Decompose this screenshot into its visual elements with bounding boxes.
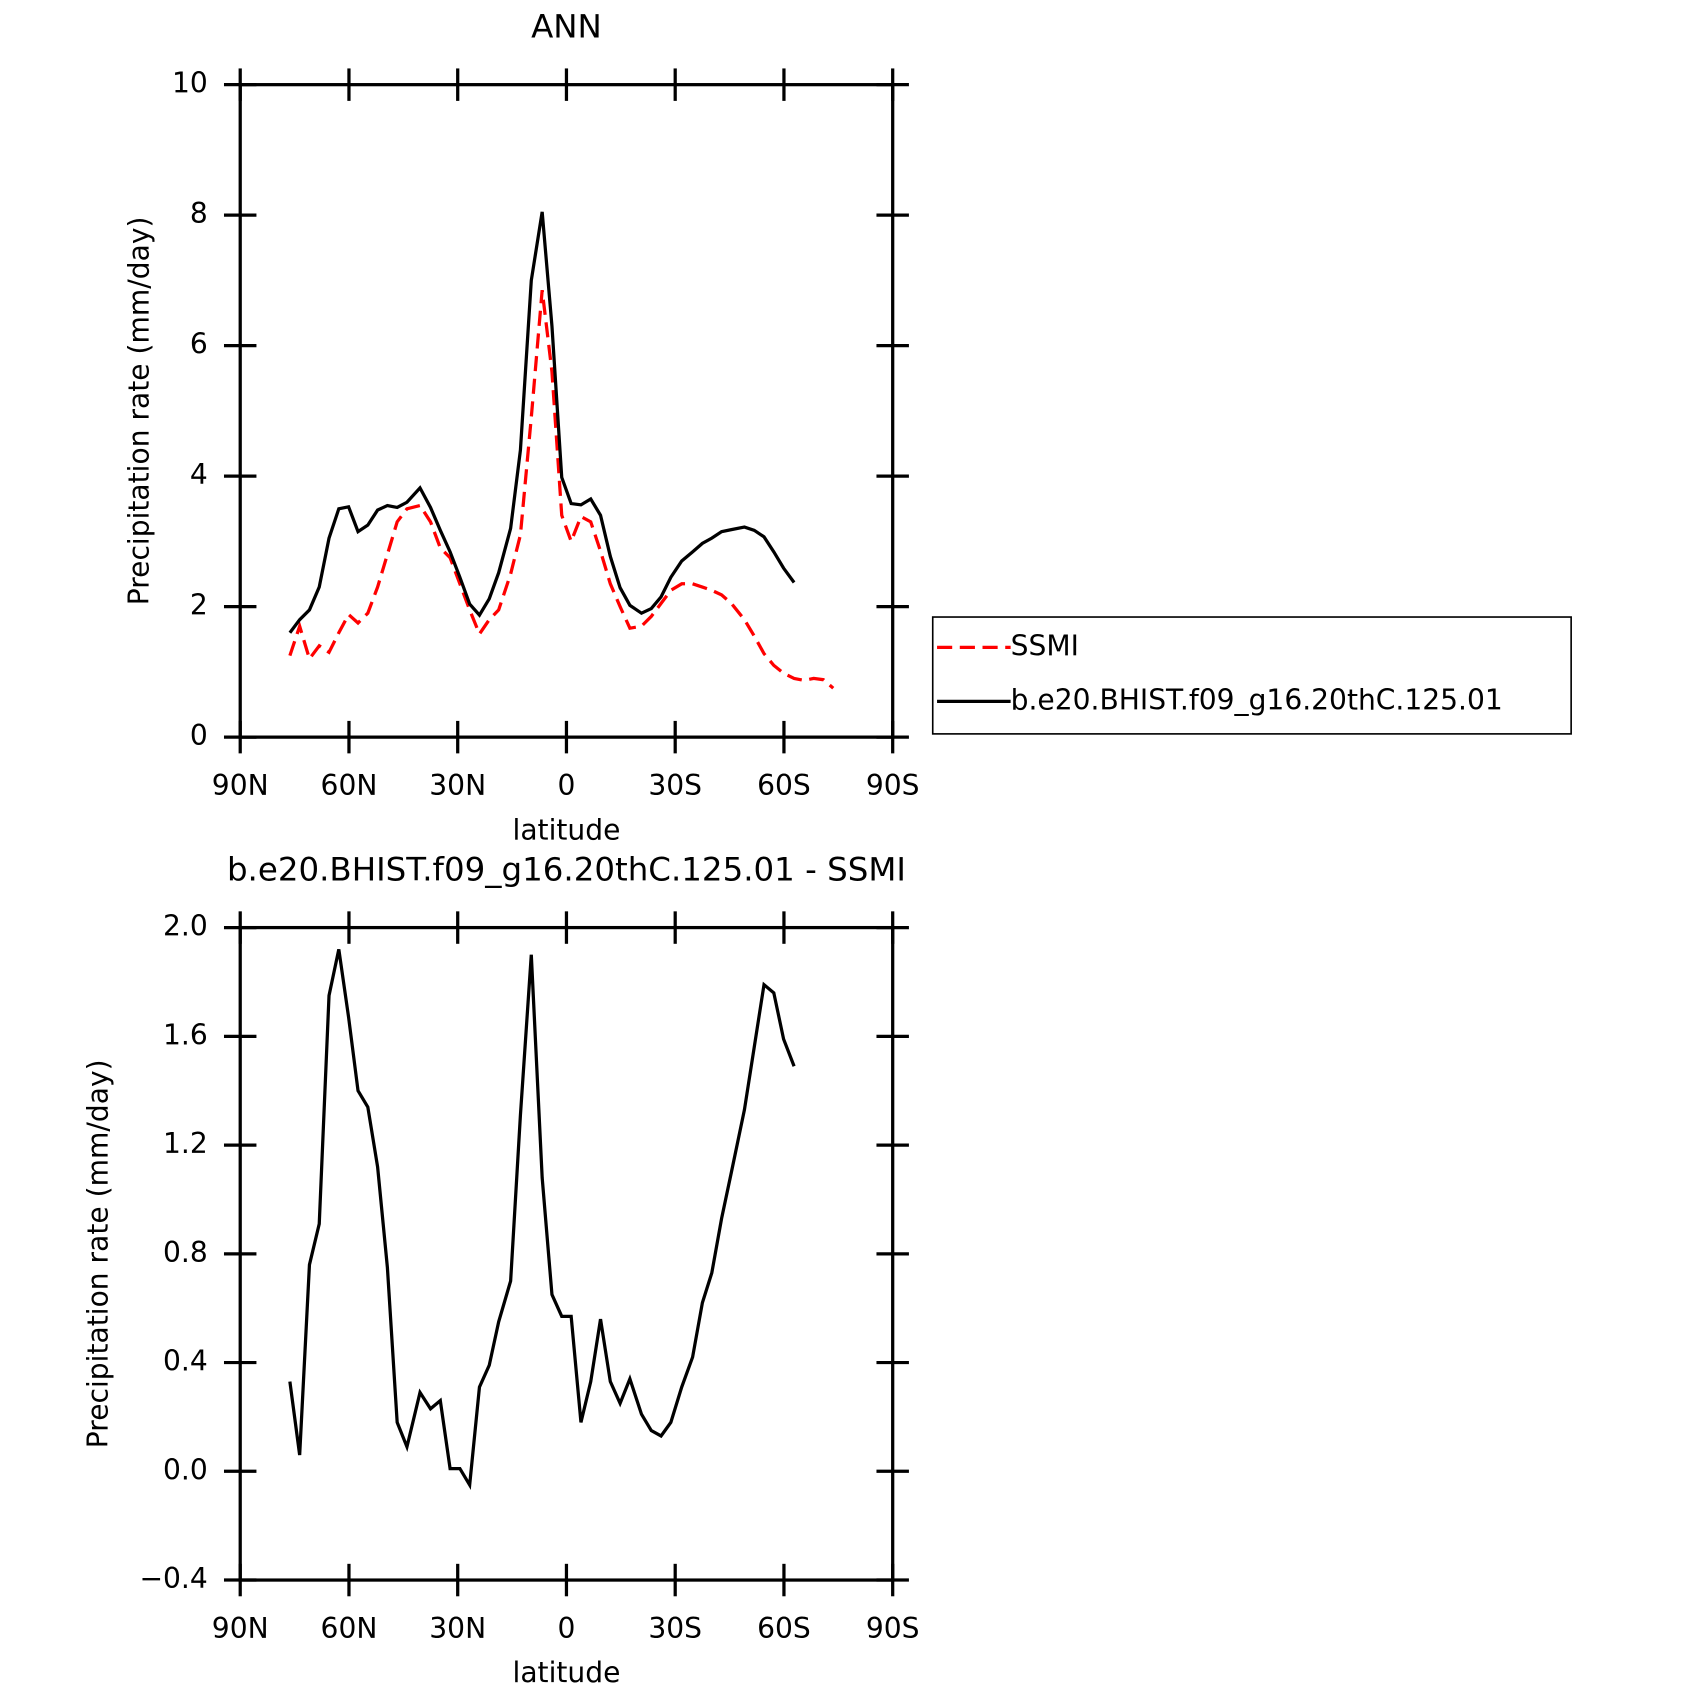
x-tick-label: 90N (212, 769, 269, 802)
chart-title: ANN (531, 7, 602, 45)
y-tick-label: −0.4 (139, 1562, 207, 1595)
y-tick-label: 10 (172, 67, 208, 100)
y-tick-label: 0.8 (163, 1236, 208, 1269)
x-tick-label: 90S (866, 769, 920, 802)
plot-frame (238, 83, 895, 739)
y-tick-label: 1.6 (163, 1018, 208, 1051)
y-tick-label: 8 (190, 197, 208, 230)
legend-box (931, 616, 1572, 735)
x-axis-label: latitude (513, 1656, 621, 1689)
y-axis-label: Precipitation rate (mm/day) (82, 1059, 115, 1448)
x-tick-label: 90S (866, 1612, 920, 1645)
chart-title: b.e20.BHIST.f09_g16.20thC.125.01 - SSMI (227, 850, 906, 888)
x-tick-label: 30N (429, 1612, 486, 1645)
x-axis-label: latitude (513, 813, 621, 846)
x-tick-label: 0 (558, 769, 576, 802)
y-tick-label: 4 (190, 458, 208, 491)
data-line (288, 289, 835, 690)
y-tick-label: 6 (190, 328, 208, 361)
x-tick-label: 30N (429, 769, 486, 802)
y-tick-label: 2.0 (163, 910, 208, 943)
x-tick-label: 60N (321, 1612, 378, 1645)
x-tick-label: 30S (648, 769, 702, 802)
legend-label: SSMI (1011, 629, 1079, 662)
y-tick-label: 1.2 (163, 1127, 208, 1160)
x-tick-label: 60S (757, 769, 811, 802)
legend-label: b.e20.BHIST.f09_g16.20thC.125.01 (1011, 683, 1503, 716)
x-tick-label: 60S (757, 1612, 811, 1645)
y-tick-label: 0 (190, 719, 208, 752)
x-tick-label: 0 (558, 1612, 576, 1645)
y-tick-label: 0.0 (163, 1453, 208, 1486)
y-tick-label: 2 (190, 589, 208, 622)
data-line (288, 948, 796, 1490)
x-tick-label: 30S (648, 1612, 702, 1645)
data-line (288, 211, 796, 634)
x-tick-label: 60N (321, 769, 378, 802)
y-tick-label: 0.4 (163, 1345, 208, 1378)
y-axis-label: Precipitation rate (mm/day) (123, 217, 156, 606)
x-tick-label: 90N (212, 1612, 269, 1645)
plot-frame (238, 925, 895, 1582)
